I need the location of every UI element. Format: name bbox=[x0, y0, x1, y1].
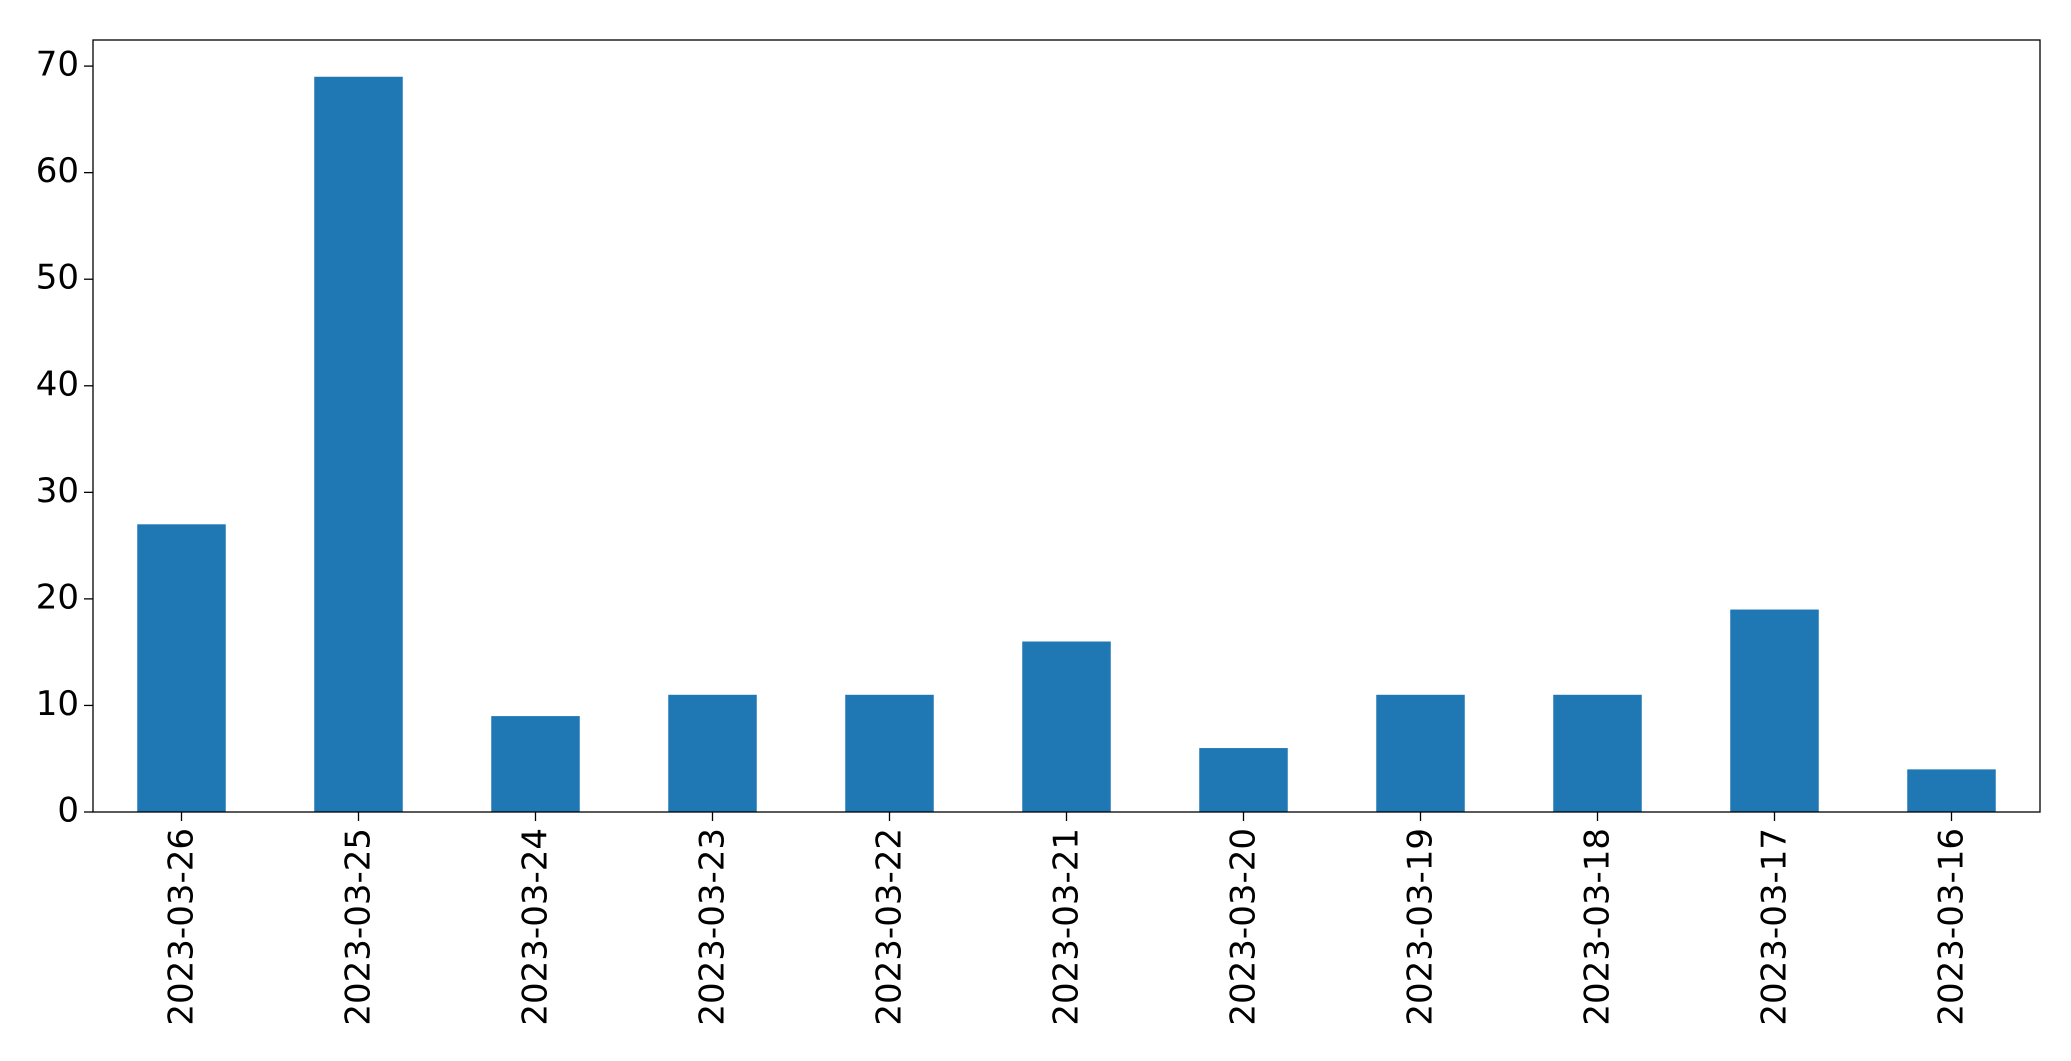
x-tick-label: 2023-03-23 bbox=[693, 828, 733, 1026]
bar bbox=[137, 524, 226, 812]
x-tick-label: 2023-03-16 bbox=[1932, 828, 1972, 1026]
x-tick-label: 2023-03-17 bbox=[1755, 828, 1795, 1026]
plot-frame bbox=[92, 39, 2041, 813]
x-tick-label: 2023-03-24 bbox=[516, 828, 556, 1026]
y-tick-label: 30 bbox=[36, 471, 79, 511]
x-tick-label: 2023-03-26 bbox=[162, 828, 202, 1026]
x-tick-label: 2023-03-21 bbox=[1047, 828, 1087, 1026]
y-tick-label: 60 bbox=[36, 151, 79, 191]
x-tick-label: 2023-03-22 bbox=[870, 828, 910, 1026]
y-tick-label: 40 bbox=[36, 364, 79, 404]
y-tick-label: 50 bbox=[36, 258, 79, 298]
bar bbox=[1022, 641, 1111, 812]
x-tick-label: 2023-03-19 bbox=[1401, 828, 1441, 1026]
bar bbox=[1376, 694, 1465, 812]
bar bbox=[668, 694, 757, 812]
y-tick-label: 20 bbox=[36, 577, 79, 617]
y-tick-label: 70 bbox=[36, 45, 79, 85]
bar bbox=[314, 76, 403, 812]
bar bbox=[845, 694, 934, 812]
x-tick-label: 2023-03-20 bbox=[1224, 828, 1264, 1026]
x-tick-label: 2023-03-18 bbox=[1578, 828, 1618, 1026]
bar bbox=[1730, 609, 1819, 812]
bar bbox=[1553, 694, 1642, 812]
x-tick-label: 2023-03-25 bbox=[339, 828, 379, 1026]
bar bbox=[1907, 769, 1996, 812]
y-tick-label: 0 bbox=[57, 791, 79, 831]
bar bbox=[491, 716, 580, 812]
bar bbox=[1199, 748, 1288, 812]
y-tick-label: 10 bbox=[36, 684, 79, 724]
